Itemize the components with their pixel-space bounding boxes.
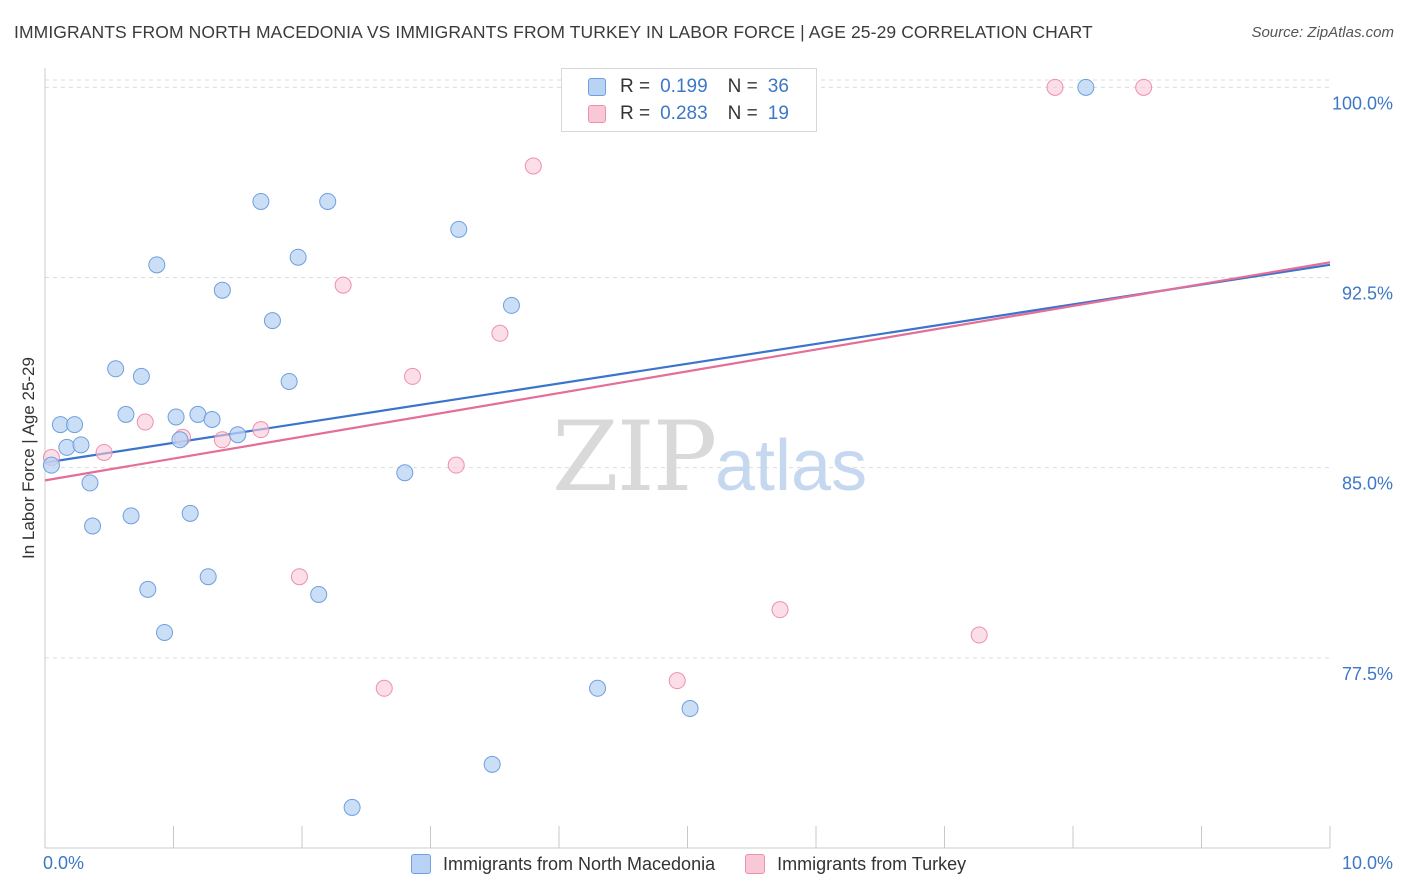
legend: R = 0.199 N = 36 R = 0.283 N = 19 bbox=[561, 68, 817, 132]
legend-n-label: N = bbox=[727, 76, 758, 97]
grid-lines bbox=[45, 79, 1330, 659]
y-tick-label: 92.5% bbox=[1342, 284, 1393, 304]
x-tick-label-max: 10.0% bbox=[1342, 853, 1393, 873]
point-north-macedonia bbox=[229, 426, 247, 444]
watermark: ZIP atlas bbox=[552, 401, 867, 513]
point-turkey bbox=[447, 456, 465, 474]
point-turkey bbox=[375, 679, 393, 697]
point-north-macedonia bbox=[148, 256, 166, 274]
point-north-macedonia bbox=[263, 312, 281, 330]
series-name: Immigrants from North Macedonia bbox=[443, 853, 716, 874]
point-north-macedonia bbox=[483, 755, 501, 773]
point-north-macedonia bbox=[319, 192, 337, 210]
point-turkey bbox=[491, 324, 509, 342]
point-north-macedonia bbox=[107, 360, 125, 378]
point-north-macedonia bbox=[252, 192, 270, 210]
legend-r-value: 0.199 bbox=[660, 76, 708, 97]
y-tick-label: 100.0% bbox=[1332, 93, 1393, 113]
point-north-macedonia bbox=[132, 367, 150, 385]
point-north-macedonia bbox=[171, 431, 189, 449]
point-north-macedonia bbox=[343, 798, 361, 816]
point-north-macedonia bbox=[203, 411, 221, 429]
point-north-macedonia bbox=[167, 408, 185, 426]
legend-n-value: 19 bbox=[767, 103, 789, 124]
legend-row-turkey: R = 0.283 N = 19 bbox=[588, 102, 789, 126]
point-turkey bbox=[524, 157, 542, 175]
point-turkey bbox=[970, 626, 988, 644]
legend-row-north-macedonia: R = 0.199 N = 36 bbox=[588, 75, 789, 99]
chart-title: IMMIGRANTS FROM NORTH MACEDONIA VS IMMIG… bbox=[14, 22, 1093, 42]
point-north-macedonia bbox=[122, 507, 140, 525]
legend-r-label: R = bbox=[620, 76, 651, 97]
point-north-macedonia bbox=[51, 416, 69, 434]
point-north-macedonia bbox=[117, 405, 135, 423]
y-tick-labels: 77.5% 85.0% 92.5% 100.0% bbox=[1332, 93, 1393, 683]
legend-n-value: 36 bbox=[767, 76, 789, 97]
y-tick-label: 85.0% bbox=[1342, 474, 1393, 494]
watermark-zip: ZIP bbox=[552, 401, 715, 513]
point-north-macedonia bbox=[66, 416, 84, 434]
point-north-macedonia bbox=[589, 679, 607, 697]
point-north-macedonia bbox=[189, 405, 207, 423]
y-axis-label: In Labor Force | Age 25-29 bbox=[19, 357, 38, 559]
point-turkey bbox=[771, 601, 789, 619]
point-north-macedonia bbox=[181, 504, 199, 522]
point-north-macedonia bbox=[58, 438, 76, 456]
point-north-macedonia bbox=[502, 296, 520, 314]
source-text: Source: ZipAtlas.com bbox=[1251, 24, 1394, 41]
point-north-macedonia bbox=[289, 248, 307, 266]
legend-r-value: 0.283 bbox=[660, 103, 708, 124]
legend-n-label: N = bbox=[727, 103, 758, 124]
point-turkey bbox=[290, 568, 308, 586]
point-north-macedonia bbox=[42, 456, 60, 474]
series-swatch-blue bbox=[411, 854, 431, 874]
watermark-atlas: atlas bbox=[715, 426, 867, 506]
point-north-macedonia bbox=[280, 372, 298, 390]
point-north-macedonia bbox=[84, 517, 102, 535]
legend-r-label: R = bbox=[620, 103, 651, 124]
point-north-macedonia bbox=[81, 474, 99, 492]
x-tick-labels: 0.0% 10.0% bbox=[43, 853, 1393, 873]
point-turkey bbox=[1046, 78, 1064, 96]
series-swatch-pink bbox=[745, 854, 766, 874]
point-north-macedonia bbox=[681, 700, 699, 718]
point-north-macedonia bbox=[396, 464, 414, 482]
point-turkey bbox=[1135, 78, 1153, 96]
point-north-macedonia bbox=[1077, 78, 1095, 96]
series-legend-turkey: Immigrants from Turkey bbox=[745, 854, 966, 875]
point-north-macedonia bbox=[156, 623, 174, 641]
x-tick-label-min: 0.0% bbox=[43, 853, 84, 873]
point-turkey bbox=[334, 276, 352, 294]
point-north-macedonia bbox=[310, 585, 328, 603]
series-legend: Immigrants from North Macedonia Immigran… bbox=[411, 851, 996, 877]
point-turkey bbox=[404, 367, 422, 385]
trend-line-turkey bbox=[44, 261, 1331, 482]
legend-swatch-blue bbox=[588, 78, 606, 96]
series-legend-north-macedonia: Immigrants from North Macedonia bbox=[411, 854, 715, 875]
point-turkey bbox=[252, 421, 270, 439]
legend-swatch-pink bbox=[588, 105, 606, 123]
point-north-macedonia bbox=[139, 580, 157, 598]
point-turkey bbox=[213, 431, 231, 449]
point-turkey bbox=[136, 413, 154, 431]
series-name: Immigrants from Turkey bbox=[777, 853, 967, 874]
point-north-macedonia bbox=[213, 281, 231, 299]
point-north-macedonia bbox=[450, 220, 468, 238]
point-north-macedonia bbox=[199, 568, 217, 586]
point-north-macedonia bbox=[72, 436, 90, 454]
point-turkey bbox=[668, 672, 686, 690]
y-tick-label: 77.5% bbox=[1342, 664, 1393, 684]
point-turkey bbox=[95, 443, 113, 461]
